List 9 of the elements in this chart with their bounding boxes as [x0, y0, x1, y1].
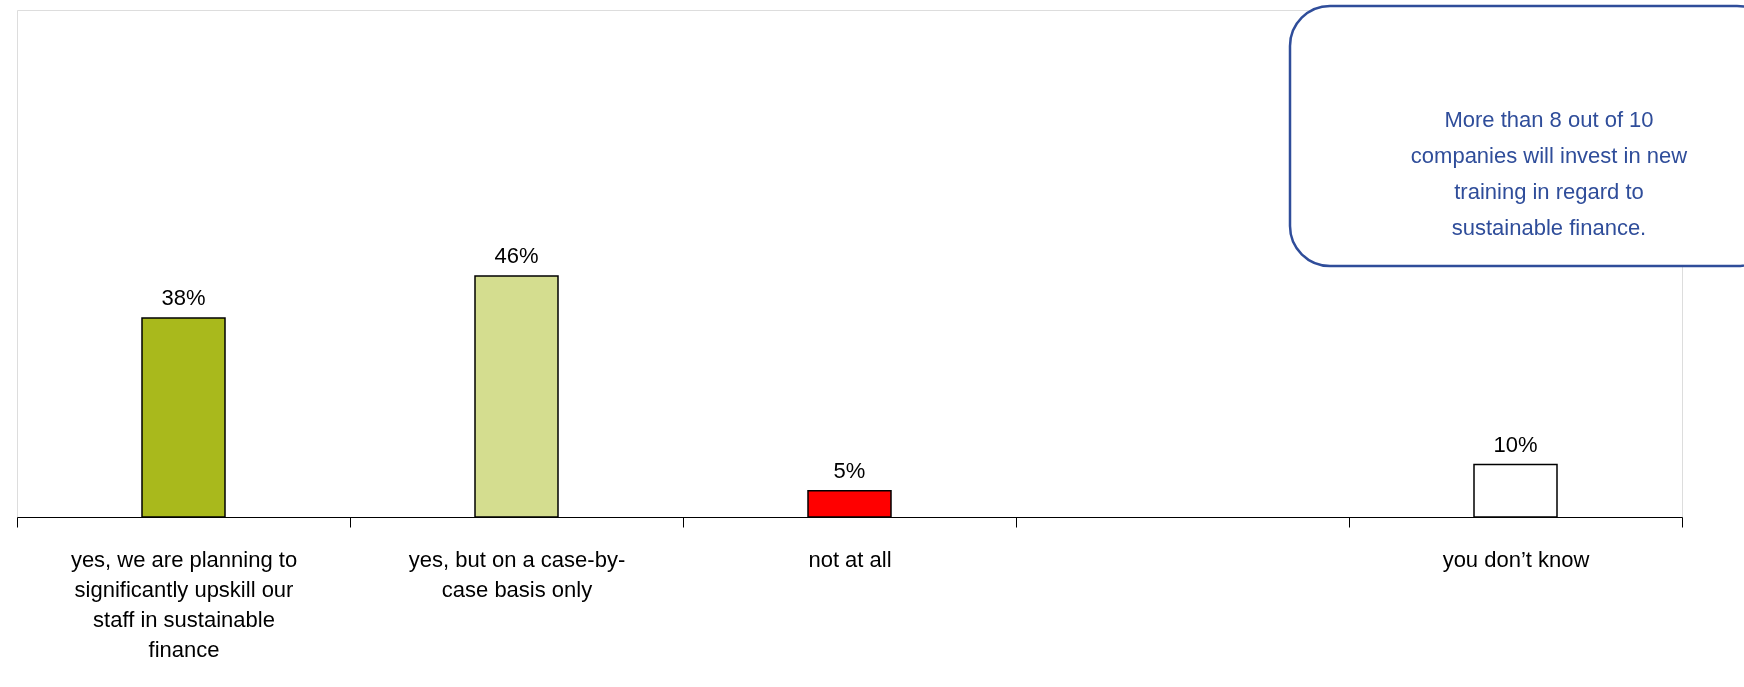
data-label: 38% — [161, 284, 206, 310]
text: More than 8 out of 10 companies will invest in new training in regard to sustainable finance. — [1410, 107, 1688, 240]
x-tick-label: yes, but on a case-by-case basis only — [408, 546, 626, 602]
x-tick-label: you don’t know — [1442, 546, 1590, 572]
data-label: 5% — [833, 457, 866, 483]
x-tick-label: not at all — [808, 546, 892, 572]
data-label: 10% — [1493, 431, 1538, 457]
x-tick-label: yes, we are planning to significantly upskill our staff in sustainable finance — [70, 546, 298, 662]
data-label: 46% — [494, 243, 539, 268]
